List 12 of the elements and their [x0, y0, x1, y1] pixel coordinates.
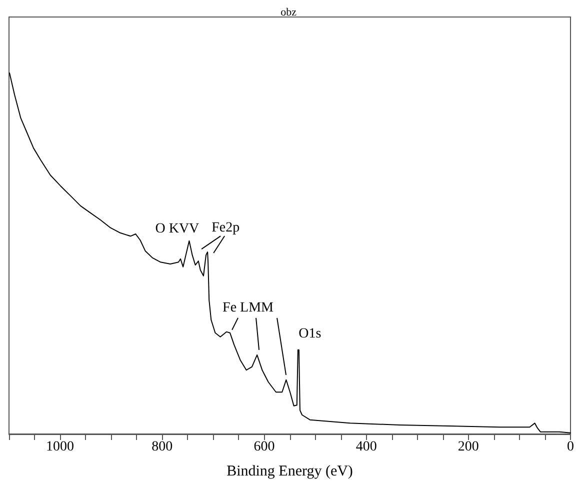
x-tick-label: 0: [567, 440, 574, 454]
annotation: Fe LMM: [222, 300, 274, 316]
x-tick-label: 200: [458, 440, 479, 454]
annotation: O KVV: [155, 221, 200, 236]
chart-title: obz: [280, 6, 297, 18]
x-tick-label: 400: [356, 440, 377, 454]
x-tick-label: 800: [152, 440, 173, 454]
annotation: O1s: [298, 326, 322, 342]
annotation: Fe2p: [212, 220, 240, 236]
x-tick-label: 1000: [46, 440, 74, 454]
x-tick-label: 600: [254, 440, 275, 454]
x-axis-title: Binding Energy (eV): [226, 464, 353, 480]
